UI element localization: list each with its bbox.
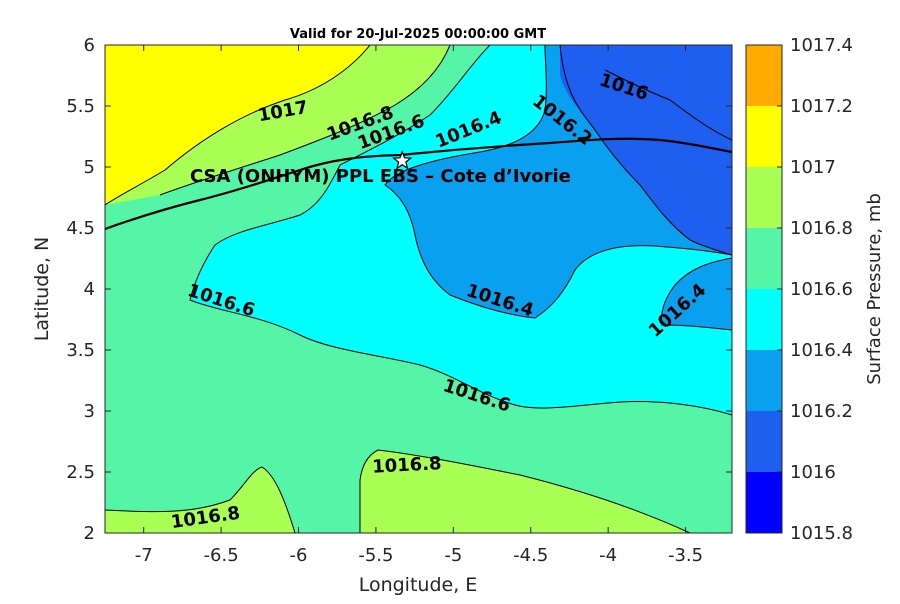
colorbar-swatch xyxy=(746,45,782,106)
contour-line-1016-2 xyxy=(559,45,732,256)
x-tick-label: -6 xyxy=(290,545,308,566)
fill-1016-0-patch xyxy=(600,45,732,140)
colorbar-tick-label: 1016.6 xyxy=(790,279,853,300)
contour-line-1016-4 xyxy=(384,45,732,319)
contour-line-1016 xyxy=(604,69,732,141)
site-star-icon xyxy=(392,150,413,170)
x-tick-label: -7 xyxy=(135,545,153,566)
coastline xyxy=(105,137,732,231)
y-tick-label: 3 xyxy=(84,401,95,422)
y-axis-ticks: 2 2.5 3 3.5 4 4.5 5 5.5 6 xyxy=(66,35,732,544)
x-tick-label: -4 xyxy=(599,545,617,566)
y-tick-label: 3.5 xyxy=(66,340,95,361)
x-tick-label: -5.5 xyxy=(358,545,393,566)
colorbar-tick-label: 1016.2 xyxy=(790,401,853,422)
site-group: CSA (ONHYM) PPL EBS – Cote d’Ivorie xyxy=(190,150,571,187)
colorbar-tick-label: 1017.4 xyxy=(790,35,853,56)
contour-fill-layer xyxy=(105,45,732,533)
colorbar-swatch xyxy=(746,228,782,289)
x-tick-label: -5 xyxy=(444,545,462,566)
contour-line-1016-8-left xyxy=(105,466,296,533)
site-label: CSA (ONHYM) PPL EBS – Cote d’Ivorie xyxy=(190,166,571,187)
x-axis-ticks: -7 -6.5 -6 -5.5 -5 -4.5 -4 -3.5 xyxy=(135,45,703,566)
y-tick-label: 4.5 xyxy=(66,218,95,239)
colorbar-tick-label: 1017.2 xyxy=(790,96,853,117)
x-tick-label: -6.5 xyxy=(204,545,239,566)
contour-line-1016-8-top xyxy=(159,45,451,196)
colorbar: 1015.8 1016 1016.2 1016.4 1016.6 1016.8 1017 10… xyxy=(745,35,853,544)
y-tick-label: 5 xyxy=(84,157,95,178)
colorbar-tick-label: 1015.8 xyxy=(790,523,853,544)
x-tick-label: -4.5 xyxy=(513,545,548,566)
contour-line-1016-8-bottom xyxy=(359,449,691,533)
colorbar-swatch xyxy=(746,472,782,533)
y-axis-label: Latitude, N xyxy=(31,237,53,342)
colorbar-swatch xyxy=(746,106,782,167)
y-tick-label: 2.5 xyxy=(66,462,95,483)
fill-1016-2-lower-right xyxy=(661,258,732,330)
contour-line-1016-6-top xyxy=(189,45,732,416)
colorbar-tick-label: 1017 xyxy=(790,157,836,178)
colorbar-swatch xyxy=(746,167,782,228)
colorbar-swatch xyxy=(746,350,782,411)
colorbar-tick-label: 1016.4 xyxy=(790,340,853,361)
x-tick-label: -3.5 xyxy=(668,545,703,566)
contour-line-1016-4-right xyxy=(661,257,732,331)
colorbar-swatch xyxy=(746,411,782,472)
y-tick-label: 6 xyxy=(84,35,95,56)
contour-line-layer xyxy=(105,45,732,533)
chart-title: Valid for 20-Jul-2025 00:00:00 GMT xyxy=(290,27,546,42)
x-axis-label: Longitude, E xyxy=(359,574,478,596)
fill-1016-8-bottom-center xyxy=(360,450,690,533)
contour-label: 1016.8 xyxy=(372,453,442,478)
fill-1017-topleft xyxy=(105,45,370,205)
colorbar-tick-label: 1016 xyxy=(790,462,836,483)
colorbar-label: Surface Pressure, mb xyxy=(864,193,885,385)
fill-1016-8-bottom-left xyxy=(105,467,295,533)
y-tick-label: 2 xyxy=(84,523,95,544)
y-tick-label: 4 xyxy=(84,279,95,300)
colorbar-tick-label: 1016.8 xyxy=(790,218,853,239)
colorbar-swatch xyxy=(746,289,782,350)
y-tick-label: 5.5 xyxy=(66,96,95,117)
contour-line-1017 xyxy=(105,45,371,206)
